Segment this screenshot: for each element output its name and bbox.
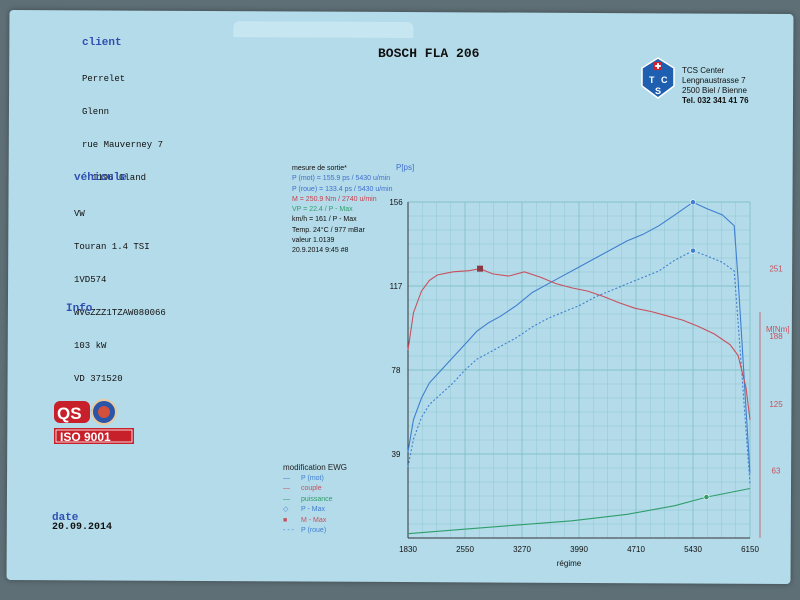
vehicle-line: WVGZZZ1TZAW080066 bbox=[74, 308, 166, 318]
datetime-line: 20.9.2014 9:45 #8 bbox=[292, 247, 349, 255]
info-heading: Info bbox=[66, 303, 93, 315]
tcs-line: Tel. 032 341 41 76 bbox=[682, 96, 749, 105]
torque-max-marker bbox=[477, 265, 484, 272]
torque-line: M = 250.9 Nm / 2740 u/min bbox=[292, 195, 377, 203]
vehicle-block: VW Touran 1.4 TSI 1VD574 WVGZZZ1TZAW0800… bbox=[74, 187, 166, 429]
series-line-p-roue- bbox=[407, 250, 751, 485]
vehicle-line: 1VD574 bbox=[74, 275, 107, 285]
client-line: Perrelet bbox=[82, 74, 126, 84]
vehicle-line: Touran 1.4 TSI bbox=[74, 242, 150, 252]
legend-symbol: — bbox=[283, 474, 290, 482]
y-right-tick-label: 188 bbox=[769, 332, 783, 341]
chart-axes bbox=[407, 202, 761, 539]
legend-item: — P (mot) bbox=[283, 474, 347, 485]
legend-item: — puissance bbox=[283, 495, 347, 506]
series-line-puissance bbox=[407, 487, 751, 535]
sleeve-tab bbox=[233, 21, 414, 39]
temp-line: Temp. 24°C / 977 mBar bbox=[292, 226, 365, 234]
power-max-marker bbox=[703, 494, 710, 500]
power-max-marker bbox=[690, 199, 696, 206]
legend-item: - - - P (roue) bbox=[283, 526, 347, 537]
x-axis-label: régime bbox=[557, 559, 582, 568]
p-roue-line: P (roue) = 133.4 ps / 5430 u/min bbox=[292, 185, 393, 193]
legend-label: P - Max bbox=[301, 506, 325, 513]
legend-symbol: ◇ bbox=[283, 506, 289, 513]
p-mot-line: P (mot) = 155.9 ps / 5430 u/min bbox=[292, 175, 391, 183]
vehicle-line: VD 371520 bbox=[74, 374, 123, 384]
y-left-tick-label: 117 bbox=[390, 282, 403, 291]
chart-markers bbox=[477, 199, 710, 500]
x-tick-label: 2550 bbox=[456, 545, 474, 554]
y-left-tick-label: 156 bbox=[389, 198, 403, 207]
legend-label: couple bbox=[301, 485, 322, 492]
chart-series bbox=[407, 201, 751, 535]
legend-label: P (mot) bbox=[301, 474, 324, 482]
page-title: BOSCH FLA 206 bbox=[378, 46, 480, 61]
chart-legend: modification EWG — P (mot) — couple — puiss… bbox=[283, 463, 347, 537]
x-tick-label: 6150 bbox=[741, 545, 759, 554]
legend-item: ■ M - Max bbox=[283, 516, 347, 527]
legend-symbol: ■ bbox=[283, 516, 288, 524]
y-right-axis-label: M[Nm] bbox=[766, 325, 790, 334]
y-right-tick-label: 125 bbox=[769, 400, 783, 409]
qs-iso-logo: QS ISO 9001 bbox=[54, 399, 134, 444]
svg-text:C: C bbox=[661, 75, 668, 85]
x-tick-label: 3270 bbox=[513, 545, 531, 554]
tcs-line: TCS Center bbox=[682, 66, 725, 75]
legend-symbol: - - - bbox=[283, 527, 294, 534]
vp-line: VP = 22.4 / P - Max bbox=[292, 206, 353, 214]
tcs-line: Lengnaustrasse 7 bbox=[682, 76, 746, 85]
y-left-tick-label: 39 bbox=[392, 450, 401, 459]
power-max-marker bbox=[690, 247, 696, 254]
y-left-tick-label: 78 bbox=[392, 366, 401, 375]
legend-label: puissance bbox=[301, 495, 333, 503]
y-right-tick-label: 63 bbox=[772, 466, 781, 475]
tcs-address: TCS Center Lengnaustrasse 7 2500 Biel / … bbox=[682, 66, 749, 106]
legend-symbol: — bbox=[283, 495, 290, 503]
x-tick-label: 1830 bbox=[399, 545, 417, 554]
vehicle-heading: véhicule bbox=[74, 172, 127, 184]
x-tick-label: 3990 bbox=[570, 545, 588, 554]
vehicle-line: VW bbox=[74, 209, 85, 219]
client-heading: client bbox=[82, 37, 122, 49]
x-tick-label: 5430 bbox=[684, 545, 702, 554]
y-right-tick-label: 251 bbox=[769, 265, 783, 274]
legend-title: modification EWG bbox=[283, 463, 348, 472]
iso-badge: ISO 9001 bbox=[60, 430, 111, 444]
tcs-line: 2500 Biel / Bienne bbox=[682, 86, 747, 95]
qs-logo-text: QS bbox=[57, 404, 82, 423]
series-line-couple bbox=[407, 268, 751, 420]
tcs-logo: T C S bbox=[641, 57, 675, 99]
legend-item: — couple bbox=[283, 484, 347, 495]
dyno-chart: 1830 2550 3270 3990 4710 5430 6150 39 78 117 156 63… bbox=[389, 163, 789, 568]
measurement-heading: mesure de sortie* bbox=[292, 165, 347, 172]
client-line: rue Mauverney 7 bbox=[82, 140, 164, 150]
chart-labels: 1830 2550 3270 3990 4710 5430 6150 39 78 117 156 63… bbox=[389, 163, 789, 568]
vehicle-line: 103 kW bbox=[74, 341, 107, 351]
legend-symbol: — bbox=[283, 485, 290, 492]
y-left-axis-label: P[ps] bbox=[396, 163, 414, 172]
series-line-p-mot- bbox=[407, 201, 751, 474]
legend-label: P (roue) bbox=[301, 527, 327, 534]
svg-text:S: S bbox=[655, 86, 661, 96]
measurement-block: mesure de sortie* P (mot) = 155.9 ps / 5… bbox=[292, 164, 392, 257]
chart-grid bbox=[407, 201, 751, 539]
client-line: Glenn bbox=[82, 107, 110, 117]
client-block: Perrelet Glenn rue Mauverney 7 1196 Glan… bbox=[82, 52, 163, 195]
valeur-line: valeur 1.0139 bbox=[292, 237, 335, 245]
legend-label: M - Max bbox=[301, 516, 327, 524]
legend-item: ◇ P - Max bbox=[283, 505, 347, 516]
date-value: 20.09.2014 bbox=[52, 522, 113, 533]
speed-line: km/h = 161 / P - Max bbox=[292, 216, 357, 224]
svg-text:T: T bbox=[649, 75, 655, 85]
x-tick-label: 4710 bbox=[627, 545, 645, 554]
date-heading: date bbox=[52, 512, 79, 524]
client-line: 1196 Gland bbox=[92, 173, 147, 183]
